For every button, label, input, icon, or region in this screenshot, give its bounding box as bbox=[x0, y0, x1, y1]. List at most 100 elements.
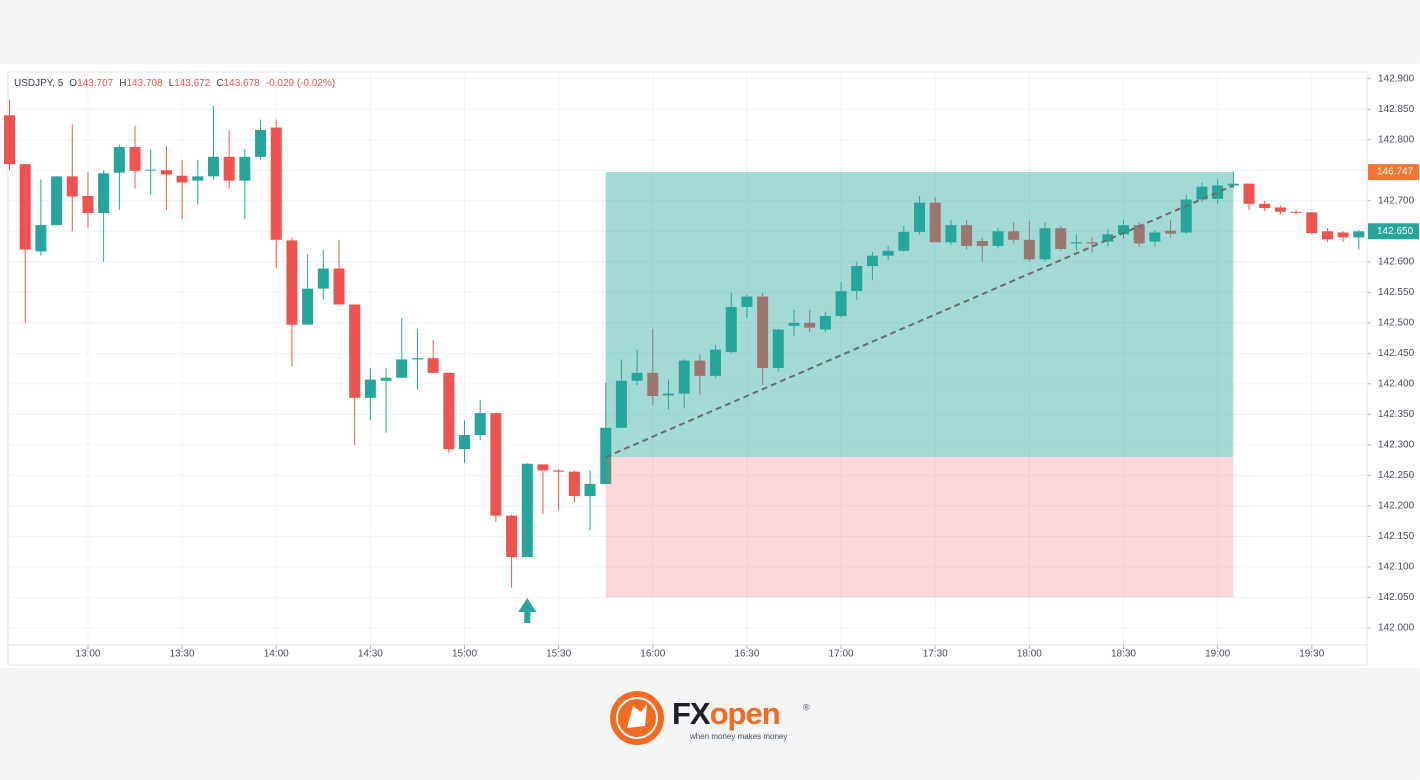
candle-body bbox=[992, 231, 1004, 246]
candle-body bbox=[1086, 242, 1098, 244]
candle-body bbox=[835, 291, 847, 317]
candle-body bbox=[976, 241, 988, 246]
candle-body bbox=[662, 393, 674, 396]
logo-wordmark: FXopen bbox=[672, 696, 780, 731]
candle-body bbox=[615, 380, 627, 428]
candle-body bbox=[772, 329, 784, 368]
x-tick-label: 15:30 bbox=[546, 649, 571, 660]
y-tick-label: 142.600 bbox=[1378, 256, 1415, 267]
candle-body bbox=[866, 255, 878, 267]
candle-body bbox=[647, 372, 659, 397]
ohlc-key: O bbox=[69, 78, 77, 89]
candle-body bbox=[1321, 231, 1333, 240]
signal-arrow bbox=[518, 598, 537, 623]
candle-body bbox=[1212, 185, 1224, 199]
x-tick-label: 18:30 bbox=[1111, 649, 1136, 660]
ohlc-key: L bbox=[169, 78, 175, 89]
candle-body bbox=[1008, 231, 1020, 240]
candle-body bbox=[255, 129, 267, 157]
candle-body bbox=[1274, 207, 1286, 212]
candle-body bbox=[741, 296, 753, 307]
y-tick-label: 142.100 bbox=[1378, 562, 1415, 573]
candle-body bbox=[568, 471, 580, 497]
trend-line bbox=[605, 184, 1234, 458]
x-tick-label: 14:30 bbox=[358, 649, 383, 660]
candle-body bbox=[961, 225, 973, 246]
candle-body bbox=[725, 306, 737, 353]
candle-body bbox=[1290, 211, 1302, 213]
candle-body bbox=[521, 463, 533, 558]
candle-body bbox=[851, 266, 863, 292]
candle-body bbox=[694, 360, 706, 376]
candle-body bbox=[145, 169, 157, 171]
candle-body bbox=[239, 156, 251, 181]
last-price-tag: 142.650 bbox=[1377, 226, 1414, 237]
change: -0.029 (-0.02%) bbox=[266, 78, 335, 89]
candle-body bbox=[286, 240, 298, 325]
symbol: USDJPY, 5 bbox=[14, 78, 64, 89]
loss-zone bbox=[605, 457, 1234, 598]
candle-body bbox=[4, 115, 15, 165]
symbol-header: USDJPY, 5 O143.707 H143.708 L143.672 C143.67… bbox=[14, 78, 335, 89]
candle-body bbox=[804, 322, 816, 328]
candle-body bbox=[19, 164, 31, 250]
candle-body bbox=[1023, 239, 1035, 260]
candle-body bbox=[882, 250, 894, 256]
candle-body bbox=[333, 268, 345, 305]
ohlc-key: H bbox=[119, 78, 126, 89]
y-tick-label: 142.150 bbox=[1378, 531, 1415, 542]
x-tick-label: 17:30 bbox=[923, 649, 948, 660]
candle-body bbox=[35, 225, 47, 252]
candle-body bbox=[819, 316, 831, 330]
logo-ring bbox=[616, 697, 658, 739]
y-tick-label: 142.900 bbox=[1378, 73, 1415, 84]
candle-body bbox=[270, 127, 282, 240]
candle-body bbox=[788, 322, 800, 326]
y-tick-label: 142.300 bbox=[1378, 439, 1415, 450]
bottom-band bbox=[0, 670, 1420, 780]
candle-body bbox=[1259, 203, 1271, 209]
candle-body bbox=[1117, 225, 1129, 235]
y-tick-label: 142.800 bbox=[1378, 134, 1415, 145]
profit-zone bbox=[605, 172, 1234, 458]
candle-body bbox=[584, 483, 596, 497]
candle-body bbox=[1227, 183, 1239, 186]
candle-body bbox=[98, 173, 110, 213]
candle-body bbox=[411, 358, 423, 360]
y-tick-label: 142.850 bbox=[1378, 104, 1415, 115]
candle-body bbox=[129, 147, 141, 171]
candle-body bbox=[1055, 228, 1067, 249]
candle-body bbox=[1196, 186, 1208, 200]
candle-body bbox=[223, 156, 235, 181]
candle-body bbox=[1070, 242, 1082, 244]
x-tick-label: 16:00 bbox=[640, 649, 665, 660]
logo-registered: ® bbox=[803, 702, 810, 712]
candle-body bbox=[678, 360, 690, 394]
candle-body bbox=[710, 349, 722, 376]
x-tick-label: 16:30 bbox=[734, 649, 759, 660]
target-tag-bg bbox=[1368, 164, 1419, 181]
candle-body bbox=[553, 470, 565, 472]
y-tick-label: 142.000 bbox=[1378, 623, 1415, 634]
ohlc-value: 143.708 bbox=[126, 78, 163, 89]
candle-body bbox=[1353, 231, 1365, 238]
top-band bbox=[0, 0, 1420, 62]
y-tick-label: 142.200 bbox=[1378, 501, 1415, 512]
candle-body bbox=[1165, 230, 1177, 234]
ohlc-key: C bbox=[216, 78, 223, 89]
candle-body bbox=[631, 372, 643, 381]
ohlc-value: 143.707 bbox=[77, 78, 114, 89]
candle-body bbox=[207, 156, 219, 177]
candle-body bbox=[380, 377, 392, 381]
candle-body bbox=[176, 175, 188, 183]
y-tick-label: 142.500 bbox=[1378, 317, 1415, 328]
y-tick-label: 142.550 bbox=[1378, 287, 1415, 298]
candle-body bbox=[302, 288, 314, 325]
x-tick-label: 13:00 bbox=[75, 649, 100, 660]
candle-body bbox=[1133, 225, 1145, 244]
candle-body bbox=[113, 147, 125, 173]
plot-frame bbox=[7, 71, 1368, 666]
x-tick-label: 19:00 bbox=[1205, 649, 1230, 660]
candle-body bbox=[396, 359, 408, 378]
